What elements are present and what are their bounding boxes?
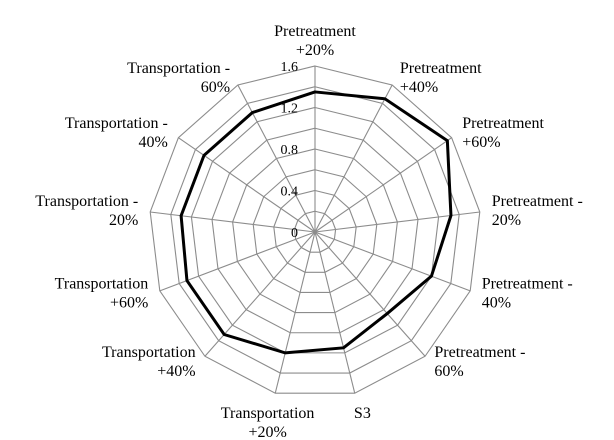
grid-ring xyxy=(211,127,419,334)
tick-label: 1.6 xyxy=(281,60,299,75)
axis-label: Transportation -60% xyxy=(127,60,230,96)
tick-label: 0.4 xyxy=(281,185,299,200)
axis-label: Pretreatment +40% xyxy=(400,60,482,96)
axis-label: Transportation -20% xyxy=(35,193,138,229)
grid-spoke xyxy=(314,231,356,394)
grid-spoke xyxy=(204,231,316,357)
grid-spoke xyxy=(314,231,471,292)
data-point xyxy=(284,352,286,354)
axis-label: Transportation +20% xyxy=(221,405,315,440)
tick-layer: 0 0.4 0.8 1.2 1.6 xyxy=(281,60,299,241)
data-point xyxy=(446,140,448,142)
tick-label: 0.8 xyxy=(281,143,299,158)
series-layer xyxy=(179,90,453,355)
grid-layer xyxy=(149,65,481,394)
tick-label: 0 xyxy=(291,226,298,241)
data-point xyxy=(386,312,388,315)
series-line xyxy=(179,90,453,355)
grid-ring xyxy=(293,210,337,253)
data-point xyxy=(180,215,182,217)
axis-label: S3 xyxy=(354,405,371,422)
axis-label: Transportation -40% xyxy=(65,115,168,151)
axis-label: Pretreatment +60% xyxy=(462,115,544,151)
grid-spoke xyxy=(150,211,316,233)
axis-label: Pretreatment +20% xyxy=(274,23,356,59)
grid-ring xyxy=(190,106,440,354)
data-point xyxy=(342,347,345,349)
grid-ring xyxy=(170,86,460,374)
grid-ring xyxy=(149,65,481,394)
data-point xyxy=(223,333,225,336)
axis-label: Pretreatment -20% xyxy=(492,193,583,229)
grid-spoke xyxy=(237,84,316,233)
axis-label: Pretreatment -40% xyxy=(482,276,573,312)
grid-spoke xyxy=(178,137,316,233)
grid-spoke xyxy=(314,137,452,233)
axis-label: Pretreatment -60% xyxy=(434,344,525,380)
data-point xyxy=(450,214,452,217)
data-point xyxy=(203,154,205,156)
grid-spoke xyxy=(274,231,316,394)
data-point xyxy=(251,111,253,114)
axis-label: Transportation +60% xyxy=(55,276,149,312)
data-point xyxy=(186,279,188,282)
grid-spoke xyxy=(314,231,426,357)
data-point xyxy=(430,275,433,277)
grid-ring xyxy=(252,169,378,293)
axis-label: Transportation +40% xyxy=(102,344,196,380)
label-layer: Pretreatment +20% Pretreatment +40% Pretreat… xyxy=(35,23,583,440)
grid-spoke xyxy=(314,84,393,233)
grid-ring xyxy=(232,148,398,314)
data-point xyxy=(314,91,316,93)
data-point xyxy=(384,98,386,100)
tick-label: 1.2 xyxy=(281,102,299,117)
grid-ring xyxy=(273,189,357,273)
